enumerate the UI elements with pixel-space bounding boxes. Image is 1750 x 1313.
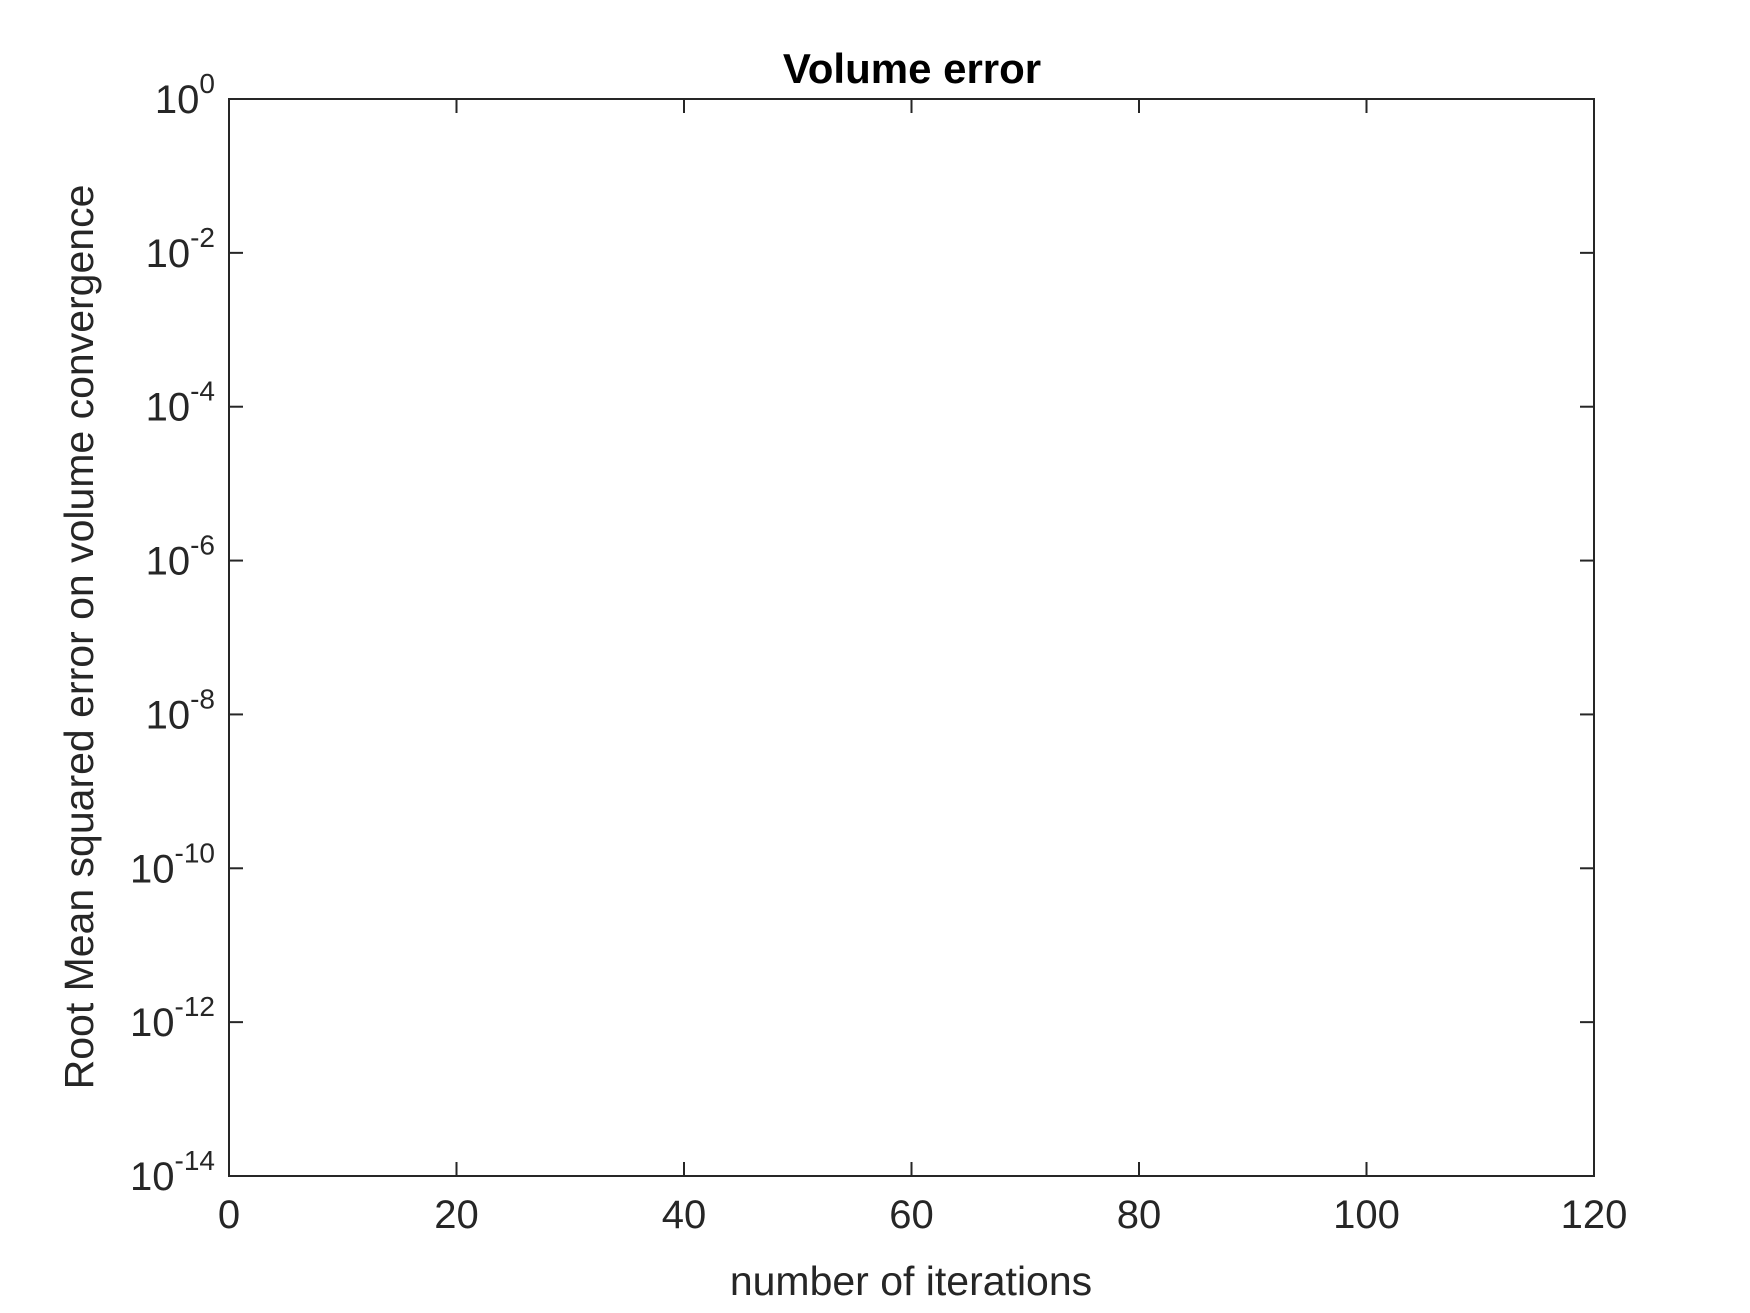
x-tick-label: 120 [1561,1193,1628,1237]
y-tick-label-exponent: -8 [190,683,215,714]
y-tick-label-exponent: -4 [190,376,215,407]
y-tick-label: 10-6 [146,530,215,584]
y-tick-label: 10-2 [146,222,215,276]
y-tick-label-base: 10 [155,78,200,122]
y-tick-label: 10-14 [130,1145,215,1199]
y-tick-label-base: 10 [130,1001,175,1045]
y-tick-label-base: 10 [146,693,191,737]
y-tick-label-base: 10 [146,386,191,430]
y-tick-label-exponent: -14 [175,1145,215,1176]
x-axis-label: number of iterations [730,1258,1092,1304]
x-tick-label: 20 [434,1193,479,1237]
y-tick-label: 10-4 [146,376,215,430]
x-tick-label: 60 [889,1193,934,1237]
y-tick-label: 100 [155,68,215,122]
y-tick-label-base: 10 [146,232,191,276]
y-tick-label: 10-12 [130,991,215,1045]
y-tick-label-base: 10 [130,847,175,891]
x-tick-label: 0 [218,1193,240,1237]
y-tick-label-base: 10 [146,540,191,584]
y-tick-label-exponent: 0 [199,68,215,99]
y-tick-label-exponent: -10 [175,837,215,868]
y-tick-label: 10-10 [130,837,215,891]
y-tick-label-exponent: -2 [190,222,215,253]
x-axis-ticks: 0 20 40 60 80 100 120 [218,99,1628,1237]
x-tick-label: 80 [1117,1193,1162,1237]
y-axis-label: Root Mean squared error on volume conver… [56,185,102,1090]
y-tick-label: 10-8 [146,683,215,737]
y-tick-label-exponent: -6 [190,530,215,561]
y-tick-label-exponent: -12 [175,991,215,1022]
y-tick-label-base: 10 [130,1155,175,1199]
x-tick-label: 100 [1333,1193,1400,1237]
chart-title: Volume error [783,45,1041,92]
x-tick-label: 40 [662,1193,707,1237]
